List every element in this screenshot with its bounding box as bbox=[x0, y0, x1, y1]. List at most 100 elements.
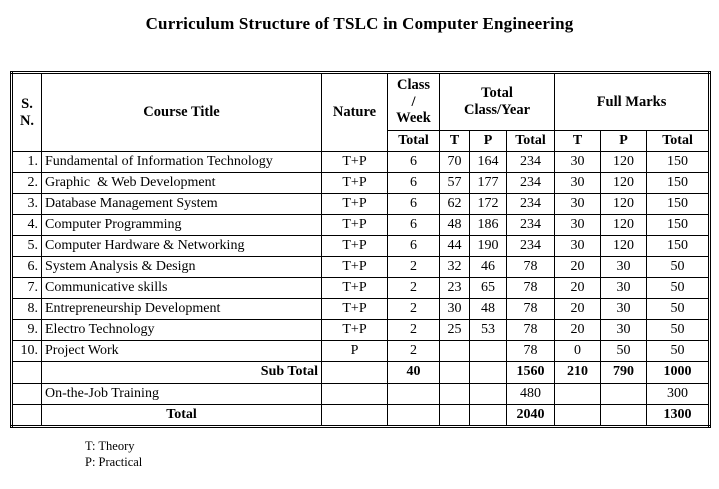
cell-fm-t: 30 bbox=[554, 193, 602, 215]
cell-tcy-t: 30 bbox=[439, 298, 470, 320]
cell-tcy-total: 78 bbox=[505, 256, 556, 278]
table-row: 8. Entrepreneurship Development T+P 2 30… bbox=[11, 298, 711, 320]
cell-fm-total: 50 bbox=[646, 340, 711, 362]
cell-fm-t: 20 bbox=[554, 277, 602, 299]
sub-total-label: Sub Total bbox=[41, 361, 322, 384]
cell-course-title: Electro Technology bbox=[41, 319, 322, 341]
cell-fm-t: 20 bbox=[554, 319, 602, 341]
cell-fm-t: 210 bbox=[554, 361, 602, 384]
cell-fm-p: 120 bbox=[600, 172, 648, 194]
cell-fm-p bbox=[600, 383, 648, 405]
cell-nature: P bbox=[321, 340, 388, 362]
cell-fm-t bbox=[554, 404, 602, 427]
cell-fm-t: 30 bbox=[554, 172, 602, 194]
grand-total-label: Total bbox=[41, 404, 322, 427]
cell-tcy-total: 480 bbox=[505, 383, 556, 405]
cell-tcy-t: 32 bbox=[439, 256, 470, 278]
cell-course-title: System Analysis & Design bbox=[41, 256, 322, 278]
cell-nature bbox=[321, 383, 388, 405]
cell-nature bbox=[321, 361, 388, 384]
cell-fm-total: 1300 bbox=[646, 404, 711, 427]
cell-fm-p: 30 bbox=[600, 319, 648, 341]
cell-tcy-t: 23 bbox=[439, 277, 470, 299]
cell-fm-total: 50 bbox=[646, 256, 711, 278]
footnote-theory: T: Theory bbox=[85, 439, 135, 453]
cell-fm-total: 50 bbox=[646, 319, 711, 341]
cell-sn bbox=[11, 404, 42, 427]
cell-tcy-p bbox=[469, 383, 507, 405]
header-tcy-t: T bbox=[439, 130, 470, 152]
cell-sn: 1. bbox=[11, 151, 42, 173]
cell-class-week: 6 bbox=[387, 193, 440, 215]
cell-fm-t: 20 bbox=[554, 298, 602, 320]
cell-fm-total: 1000 bbox=[646, 361, 711, 384]
cell-course-title: Computer Programming bbox=[41, 214, 322, 236]
cell-nature: T+P bbox=[321, 235, 388, 257]
cell-course-title: Fundamental of Information Technology bbox=[41, 151, 322, 173]
cell-fm-p: 120 bbox=[600, 214, 648, 236]
header-sn: S. N. bbox=[11, 72, 42, 152]
cell-fm-total: 150 bbox=[646, 172, 711, 194]
cell-tcy-t bbox=[439, 383, 470, 405]
grand-total-row: Total 2040 1300 bbox=[11, 404, 711, 427]
cell-tcy-total: 234 bbox=[505, 235, 556, 257]
cell-tcy-p: 46 bbox=[469, 256, 507, 278]
cell-tcy-total: 234 bbox=[505, 193, 556, 215]
table-row: 1. Fundamental of Information Technology… bbox=[11, 151, 711, 173]
cell-sn: 9. bbox=[11, 319, 42, 341]
header-row-groups: S. N. Course Title Nature Class / Week T… bbox=[11, 72, 711, 152]
header-fm-p: P bbox=[600, 130, 648, 152]
table-row: 7. Communicative skills T+P 2 23 65 78 2… bbox=[11, 277, 711, 299]
cell-fm-t: 0 bbox=[554, 340, 602, 362]
cell-course-title: Entrepreneurship Development bbox=[41, 298, 322, 320]
table-row: 2. Graphic & Web Development T+P 6 57 17… bbox=[11, 172, 711, 194]
cell-class-week: 2 bbox=[387, 319, 440, 341]
cell-course-title: Database Management System bbox=[41, 193, 322, 215]
cell-tcy-t bbox=[439, 340, 470, 362]
cell-tcy-p: 172 bbox=[469, 193, 507, 215]
header-full-marks: Full Marks bbox=[554, 72, 711, 131]
cell-sn: 5. bbox=[11, 235, 42, 257]
header-fm-t: T bbox=[554, 130, 602, 152]
table-row: 9. Electro Technology T+P 2 25 53 78 20 … bbox=[11, 319, 711, 341]
cell-course-title: Computer Hardware & Networking bbox=[41, 235, 322, 257]
cell-tcy-p bbox=[469, 340, 507, 362]
cell-course-title: Communicative skills bbox=[41, 277, 322, 299]
cell-tcy-total: 78 bbox=[505, 319, 556, 341]
table-row: 3. Database Management System T+P 6 62 1… bbox=[11, 193, 711, 215]
footnote-practical: P: Practical bbox=[85, 455, 143, 470]
cell-tcy-p: 53 bbox=[469, 319, 507, 341]
cell-fm-p: 30 bbox=[600, 277, 648, 299]
table-row: 4. Computer Programming T+P 6 48 186 234… bbox=[11, 214, 711, 236]
cell-sn: 2. bbox=[11, 172, 42, 194]
header-row-sub: Total T P Total T P Total bbox=[12, 130, 711, 152]
cell-tcy-t: 48 bbox=[439, 214, 470, 236]
header-tcy-p: P bbox=[469, 130, 507, 152]
cell-tcy-t: 62 bbox=[439, 193, 470, 215]
cell-class-week: 6 bbox=[387, 151, 440, 173]
cell-course-title: Project Work bbox=[41, 340, 322, 362]
cell-sn: 6. bbox=[11, 256, 42, 278]
header-fm-total: Total bbox=[646, 130, 711, 152]
cell-tcy-t: 25 bbox=[439, 319, 470, 341]
cell-class-week: 2 bbox=[387, 340, 440, 362]
cell-sn bbox=[11, 383, 42, 405]
cell-tcy-total: 78 bbox=[505, 277, 556, 299]
cell-fm-p: 120 bbox=[600, 151, 648, 173]
cell-tcy-total: 78 bbox=[505, 340, 556, 362]
cell-fm-total: 150 bbox=[646, 193, 711, 215]
cell-fm-p bbox=[600, 404, 648, 427]
cell-tcy-p bbox=[469, 404, 507, 427]
ojt-label: On-the-Job Training bbox=[41, 383, 322, 405]
cell-class-week bbox=[387, 404, 440, 427]
header-cw-total: Total bbox=[387, 130, 440, 152]
cell-fm-total: 300 bbox=[646, 383, 711, 405]
cell-fm-p: 120 bbox=[600, 235, 648, 257]
cell-fm-t: 20 bbox=[554, 256, 602, 278]
cell-class-week: 2 bbox=[387, 298, 440, 320]
cell-tcy-total: 234 bbox=[505, 172, 556, 194]
cell-sn: 3. bbox=[11, 193, 42, 215]
cell-nature: T+P bbox=[321, 151, 388, 173]
cell-tcy-total: 78 bbox=[505, 298, 556, 320]
cell-tcy-t: 44 bbox=[439, 235, 470, 257]
